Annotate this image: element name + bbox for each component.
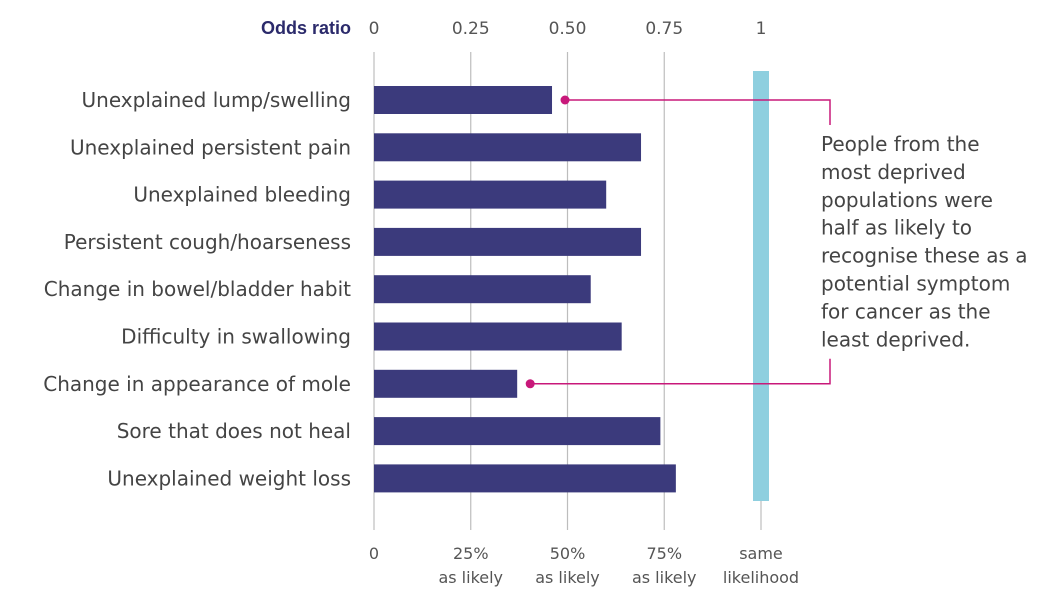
bottom-tick-label: as likely [438, 568, 503, 587]
category-label: Unexplained bleeding [133, 183, 351, 207]
bar [374, 322, 622, 351]
x-axis-title: Odds ratio [261, 18, 351, 38]
bottom-tick-labels: 0 25% as likely 50% as likely 75% as likely sam… [369, 544, 799, 587]
bar [374, 133, 642, 162]
category-label: Sore that does not heal [117, 419, 351, 443]
annotation-line: populations were [821, 188, 993, 212]
annotation-line: People from the [821, 132, 980, 156]
category-label: Unexplained weight loss [107, 466, 351, 490]
annotation-dot [525, 379, 535, 389]
bar [374, 180, 607, 209]
annotation-line: least deprived. [821, 327, 970, 351]
bars [374, 86, 676, 493]
annotation-line: most deprived [821, 160, 966, 184]
bottom-tick-label: 50% [550, 544, 586, 563]
annotation-text: People from the most deprived populations … [821, 132, 1028, 351]
bar [374, 86, 553, 114]
top-tick-label: 0.25 [452, 19, 490, 39]
annotation-line: potential symptom [821, 272, 1010, 296]
annotation-dot [560, 95, 570, 105]
category-label: Change in bowel/bladder habit [44, 277, 351, 301]
bar [374, 275, 591, 304]
top-tick-label: 0.75 [645, 19, 683, 39]
annotation-connector [565, 99, 831, 125]
category-label: Unexplained lump/swelling [82, 88, 351, 112]
top-tick-labels: 0 0.25 0.50 0.75 1 [369, 19, 767, 39]
top-tick-label: 0.50 [549, 19, 587, 39]
category-label: Change in appearance of mole [43, 372, 351, 396]
same-likelihood-band [753, 71, 769, 501]
annotation-connectors [525, 95, 831, 389]
top-tick-label: 0 [369, 19, 380, 39]
top-tick-label: 1 [756, 19, 767, 39]
category-label: Unexplained persistent pain [70, 135, 351, 159]
annotation-line: half as likely to [821, 216, 972, 240]
bottom-tick-label: as likely [535, 568, 600, 587]
annotation-connector [530, 358, 831, 385]
category-label: Persistent cough/hoarseness [64, 230, 351, 254]
bar [374, 464, 676, 493]
annotation-line: for cancer as the [821, 299, 991, 323]
reference-line [753, 71, 769, 530]
bottom-tick-label: likelihood [723, 568, 799, 587]
bottom-tick-label: 25% [453, 544, 489, 563]
annotation-line: recognise these as a [821, 244, 1028, 268]
category-label: Difficulty in swallowing [121, 325, 351, 349]
category-labels: Unexplained lump/swelling Unexplained per… [43, 88, 351, 490]
bottom-tick-label: same [739, 544, 783, 563]
bar [374, 227, 642, 256]
bar [374, 417, 661, 446]
bottom-tick-label: 0 [369, 544, 379, 563]
bottom-tick-label: 75% [646, 544, 682, 563]
bottom-tick-label: as likely [632, 568, 697, 587]
bar [374, 369, 518, 398]
